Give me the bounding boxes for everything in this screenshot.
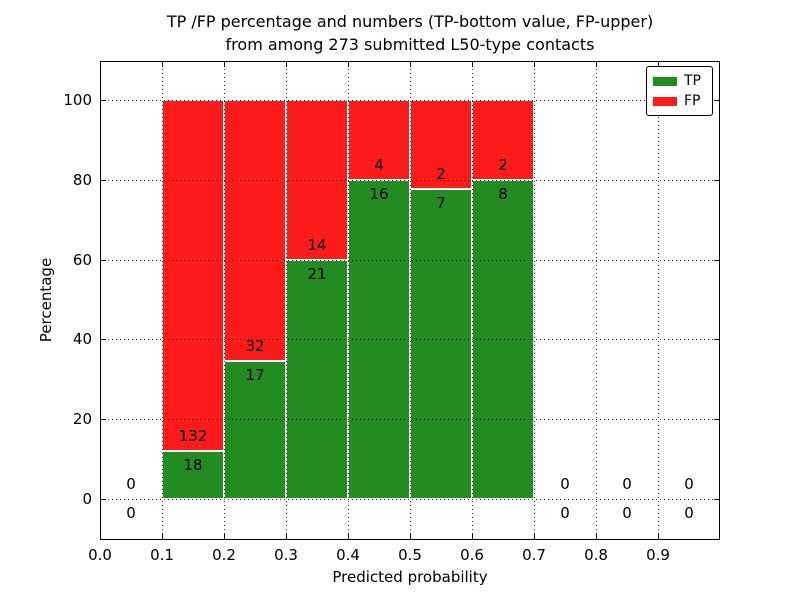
- x-tick-mark: [286, 534, 287, 539]
- gridline-vertical: [472, 61, 473, 540]
- legend: TP FP: [646, 66, 713, 116]
- x-tick-mark: [658, 534, 659, 539]
- y-tick-label: 20: [72, 410, 92, 429]
- y-tick-label: 0: [82, 489, 92, 508]
- fp-count-label: 0: [684, 474, 694, 493]
- x-tick-mark: [410, 534, 411, 539]
- x-tick-label: 0.9: [646, 546, 670, 564]
- tp-count-label: 8: [498, 184, 508, 203]
- x-tick-label: 0.8: [584, 546, 608, 564]
- gridline-vertical: [162, 61, 163, 540]
- y-tick-label: 60: [72, 250, 92, 269]
- plot-frame: [100, 61, 720, 540]
- fp-count-label: 132: [178, 427, 208, 446]
- x-tick-mark: [162, 534, 163, 539]
- y-tick-mark-right: [714, 179, 719, 181]
- gridline-vertical: [410, 61, 411, 540]
- tp-count-label: 0: [622, 503, 632, 522]
- x-tick-mark-top: [410, 62, 411, 67]
- x-tick-mark-top: [348, 62, 349, 67]
- x-tick-mark: [100, 534, 101, 539]
- y-tick-mark-right: [714, 259, 719, 261]
- y-tick-label: 80: [72, 170, 92, 189]
- tp-count-label: 18: [183, 456, 203, 475]
- gridline-vertical: [534, 61, 535, 540]
- legend-swatch-tp: [653, 76, 677, 86]
- gridline-vertical: [596, 61, 597, 540]
- bar-segment-tp: [410, 188, 472, 499]
- chart-title-line2: from among 273 submitted L50-type contac…: [225, 35, 595, 54]
- y-tick-mark-right: [714, 100, 719, 102]
- tp-count-label: 16: [369, 184, 389, 203]
- x-tick-mark-top: [658, 62, 659, 67]
- fp-count-label: 0: [560, 474, 570, 493]
- chart-title-line1: TP /FP percentage and numbers (TP-bottom…: [166, 12, 654, 31]
- bar-segment-tp: [286, 259, 348, 499]
- fp-count-label: 14: [307, 235, 327, 254]
- gridline-vertical: [286, 61, 287, 540]
- tp-count-label: 0: [126, 503, 136, 522]
- y-tick-mark: [101, 179, 106, 181]
- x-tick-mark-top: [286, 62, 287, 67]
- x-tick-label: 0.3: [274, 546, 298, 564]
- bar-segment-tp: [224, 360, 286, 499]
- gridline-vertical: [224, 61, 225, 540]
- y-tick-mark: [101, 419, 106, 421]
- legend-swatch-fp: [653, 96, 677, 106]
- tp-count-label: 21: [307, 264, 327, 283]
- x-tick-label: 0.6: [460, 546, 484, 564]
- x-tick-mark-top: [534, 62, 535, 67]
- legend-entry-tp: TP: [653, 71, 706, 91]
- x-tick-mark-top: [100, 62, 101, 67]
- legend-label: TP: [684, 73, 701, 89]
- x-tick-mark-top: [472, 62, 473, 67]
- y-tick-label: 100: [63, 91, 92, 110]
- x-tick-mark-top: [162, 62, 163, 67]
- fp-count-label: 32: [245, 336, 265, 355]
- gridline-vertical: [348, 61, 349, 540]
- fp-count-label: 0: [622, 474, 632, 493]
- fp-count-label: 2: [436, 164, 446, 183]
- x-tick-mark: [534, 534, 535, 539]
- y-tick-mark: [101, 259, 106, 261]
- chart-title: TP /FP percentage and numbers (TP-bottom…: [100, 10, 720, 56]
- y-tick-mark-right: [714, 498, 719, 500]
- tp-count-label: 0: [684, 503, 694, 522]
- y-tick-mark: [101, 498, 106, 500]
- legend-label: FP: [684, 93, 701, 109]
- x-tick-mark: [596, 534, 597, 539]
- y-tick-mark: [101, 339, 106, 341]
- x-tick-mark: [472, 534, 473, 539]
- x-tick-label: 0.7: [522, 546, 546, 564]
- tp-count-label: 17: [245, 365, 265, 384]
- bar-segment-tp: [162, 451, 224, 499]
- y-tick-label: 40: [72, 330, 92, 349]
- fp-count-label: 2: [498, 155, 508, 174]
- fp-count-label: 4: [374, 155, 384, 174]
- x-tick-label: 0.4: [336, 546, 360, 564]
- x-tick-label: 0.0: [88, 546, 112, 564]
- x-tick-label: 0.1: [150, 546, 174, 564]
- bar-segment-fp: [472, 100, 534, 180]
- tp-count-label: 7: [436, 193, 446, 212]
- tp-count-label: 0: [560, 503, 570, 522]
- y-tick-mark-right: [714, 339, 719, 341]
- y-tick-mark: [101, 100, 106, 102]
- x-tick-mark: [348, 534, 349, 539]
- x-axis-label: Predicted probability: [332, 568, 488, 586]
- x-tick-label: 0.5: [398, 546, 422, 564]
- legend-entry-fp: FP: [653, 91, 706, 111]
- y-tick-mark-right: [714, 419, 719, 421]
- fp-count-label: 0: [126, 474, 136, 493]
- x-tick-label: 0.2: [212, 546, 236, 564]
- x-tick-mark: [224, 534, 225, 539]
- gridline-vertical: [658, 61, 659, 540]
- x-tick-mark-top: [596, 62, 597, 67]
- y-axis-label: Percentage: [37, 257, 55, 343]
- x-tick-mark-top: [224, 62, 225, 67]
